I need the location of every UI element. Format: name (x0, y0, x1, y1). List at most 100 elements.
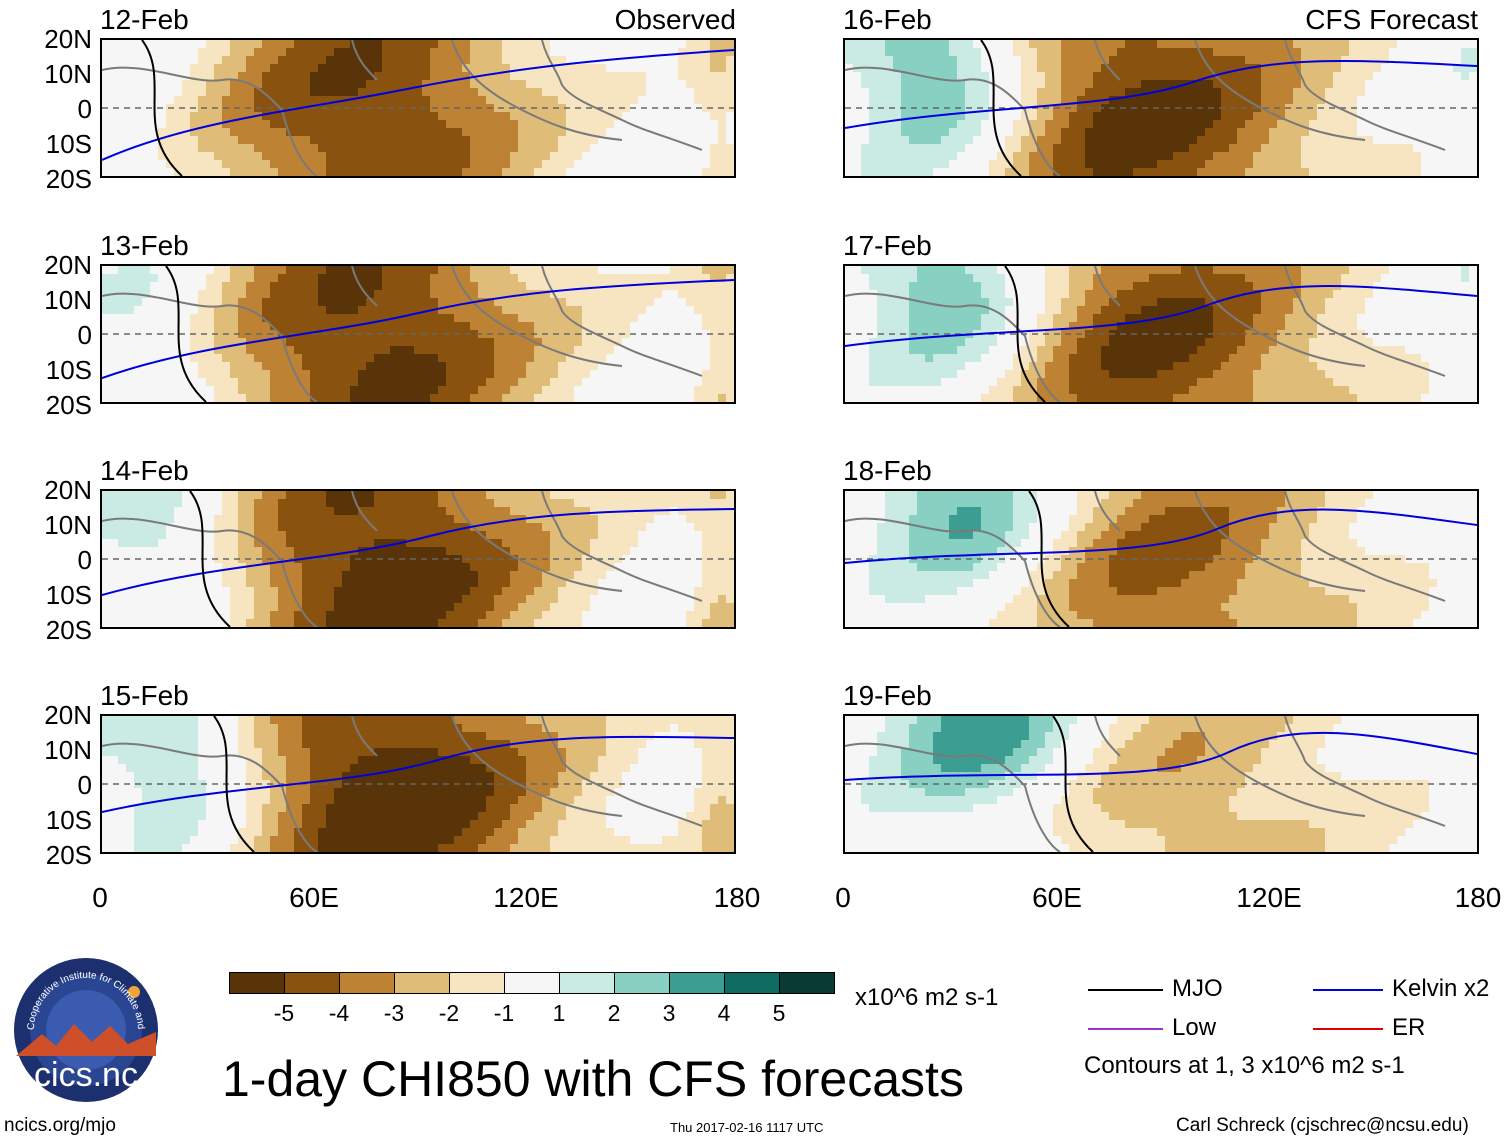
heat-cell (270, 330, 279, 339)
heat-cell (678, 523, 687, 532)
heat-cell (142, 804, 151, 813)
heat-cell (654, 587, 663, 596)
heat-cell (686, 611, 695, 620)
heat-cell (134, 160, 143, 169)
heat-cell (190, 378, 199, 387)
heat-cell (510, 266, 519, 275)
heat-cell (686, 394, 695, 402)
heat-cell (286, 266, 295, 275)
heat-cell (118, 370, 127, 379)
heat-cell (718, 40, 727, 49)
heat-cell (294, 563, 303, 572)
heat-cell (414, 820, 423, 829)
heat-cell (382, 346, 391, 355)
heat-cell (118, 788, 127, 797)
heat-cell (254, 828, 263, 837)
heat-cell (702, 298, 711, 307)
heat-cell (334, 160, 343, 169)
heat-cell (430, 120, 439, 129)
heat-cell (494, 40, 503, 49)
heat-cell (318, 563, 327, 572)
heat-cell (270, 80, 279, 89)
heat-cell (166, 740, 175, 749)
heat-cell (382, 104, 391, 113)
heat-cell (198, 507, 207, 516)
heat-cell (302, 160, 311, 169)
heat-cell (366, 571, 375, 580)
heat-cell (678, 611, 687, 620)
heat-cell (502, 394, 511, 402)
heat-cell (326, 322, 335, 331)
heat-cell (638, 274, 647, 283)
heat-cell (302, 844, 311, 852)
heat-cell (494, 128, 503, 137)
heat-cell (574, 571, 583, 580)
heat-cell (326, 523, 335, 532)
heat-cell (382, 740, 391, 749)
heat-cell (438, 716, 447, 725)
heat-cell (390, 48, 399, 57)
heat-cell (326, 740, 335, 749)
heat-cell (550, 539, 559, 548)
heat-cell (694, 531, 703, 540)
heat-cell (214, 523, 223, 532)
heat-cell (254, 804, 263, 813)
heat-cell (534, 595, 543, 604)
heat-cell (558, 72, 567, 81)
heat-cell (622, 579, 631, 588)
heat-cell (390, 160, 399, 169)
heat-cell (134, 595, 143, 604)
heat-cell (246, 346, 255, 355)
heat-cell (654, 306, 663, 315)
heat-cell (182, 507, 191, 516)
heat-cell (638, 346, 647, 355)
heat-cell (462, 386, 471, 395)
heat-cell (446, 354, 455, 363)
heat-cell (454, 160, 463, 169)
heat-cell (206, 72, 215, 81)
heat-cell (390, 563, 399, 572)
heat-cell (294, 828, 303, 837)
heat-cell (182, 547, 191, 556)
heat-cell (142, 282, 151, 291)
heat-cell (150, 282, 159, 291)
heat-cell (222, 160, 231, 169)
heat-cell (430, 571, 439, 580)
heat-cell (662, 322, 671, 331)
heat-cell (166, 724, 175, 733)
heat-cell (230, 772, 239, 781)
heat-cell (182, 152, 191, 161)
heat-cell (446, 603, 455, 612)
heat-cell (454, 507, 463, 516)
heat-cell (494, 56, 503, 65)
heat-cell (150, 603, 159, 612)
heat-cell (174, 844, 183, 852)
heat-cell (654, 571, 663, 580)
heat-cell (710, 370, 719, 379)
heat-cell (126, 772, 135, 781)
heat-cell (486, 338, 495, 347)
heat-cell (230, 515, 239, 524)
heat-cell (142, 64, 151, 73)
heat-cell (118, 96, 127, 105)
heat-cell (726, 144, 734, 153)
heat-cell (430, 515, 439, 524)
heat-cell (430, 64, 439, 73)
heat-cell (246, 370, 255, 379)
heat-cell (166, 611, 175, 620)
heat-cell (382, 152, 391, 161)
heat-cell (366, 338, 375, 347)
heat-cell (110, 112, 119, 121)
heat-cell (654, 611, 663, 620)
heat-cell (422, 152, 431, 161)
heat-cell (206, 515, 215, 524)
heat-cell (142, 788, 151, 797)
heat-cell (678, 88, 687, 97)
heat-cell (238, 386, 247, 395)
heat-cell (118, 168, 127, 176)
heat-cell (526, 168, 535, 176)
heat-cell (390, 756, 399, 765)
map-panel-left-3 (100, 714, 736, 854)
heat-cell (622, 563, 631, 572)
heat-cell (294, 611, 303, 620)
